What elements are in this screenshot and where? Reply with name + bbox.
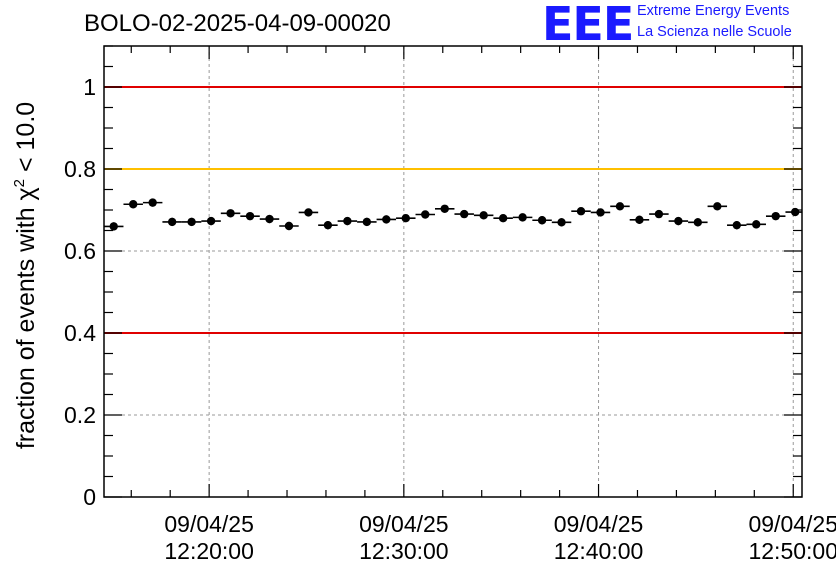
data-point-marker	[323, 220, 333, 230]
x-tick-label-time: 12:30:00	[359, 538, 449, 564]
data-point	[201, 216, 221, 226]
data-point	[532, 216, 552, 225]
x-tick-label-date: 09/04/25	[748, 511, 836, 537]
x-tick-label-time: 12:40:00	[554, 538, 644, 564]
data-point	[668, 216, 689, 226]
data-point	[551, 218, 572, 227]
data-point-marker	[498, 214, 508, 223]
data-point-marker	[129, 200, 138, 209]
data-point-marker	[245, 211, 255, 221]
data-point	[434, 204, 455, 213]
x-tick-label-time: 12:20:00	[164, 538, 254, 564]
data-point-marker	[284, 221, 294, 231]
y-tick-label: 0.6	[64, 238, 96, 264]
data-point-marker	[304, 208, 313, 217]
data-point	[142, 198, 163, 207]
data-point	[707, 202, 728, 211]
data-point	[259, 214, 280, 224]
data-point-marker	[674, 216, 683, 226]
data-point-marker	[771, 211, 780, 221]
y-tick-label: 1	[83, 74, 96, 100]
x-tick-label-date: 09/04/25	[359, 511, 449, 537]
data-point-marker	[635, 215, 644, 225]
data-point-marker	[557, 218, 566, 227]
data-point	[279, 221, 299, 231]
data-point	[785, 207, 802, 217]
y-tick-label: 0.8	[64, 156, 96, 182]
data-point	[454, 209, 474, 219]
data-point	[357, 217, 377, 227]
data-point	[649, 209, 669, 219]
x-tick-label-time: 12:50:00	[748, 538, 836, 564]
data-point	[512, 213, 533, 222]
data-point-marker	[693, 218, 703, 227]
y-tick-label: 0	[83, 484, 96, 510]
data-point-marker	[596, 208, 605, 217]
eee-logo-line-2: La Scienza nelle Scuole	[637, 24, 792, 40]
data-point	[765, 211, 786, 221]
data-point-marker	[537, 216, 547, 225]
data-point-marker	[752, 220, 761, 229]
data-point-marker	[576, 207, 586, 216]
data-point-marker	[382, 215, 391, 224]
data-point	[298, 208, 319, 217]
data-point	[727, 220, 747, 230]
data-point	[746, 220, 766, 229]
data-point-marker	[421, 210, 430, 219]
data-point-marker	[265, 214, 274, 224]
data-point	[396, 214, 416, 223]
x-tick-label-date: 09/04/25	[554, 511, 644, 537]
data-point-marker	[518, 213, 527, 222]
data-point	[493, 214, 513, 223]
data-point-marker	[343, 216, 352, 226]
data-point-marker	[713, 202, 722, 211]
y-tick-label: 0.4	[64, 320, 96, 346]
data-point	[610, 202, 630, 211]
data-point	[629, 215, 650, 225]
data-point-marker	[615, 202, 625, 211]
data-point	[688, 218, 708, 227]
data-point	[590, 208, 611, 217]
data-point	[318, 220, 338, 230]
data-point-marker	[401, 214, 410, 223]
data-point-marker	[654, 209, 664, 219]
data-point	[473, 211, 494, 220]
data-point	[220, 209, 241, 218]
data-point	[181, 217, 202, 227]
data-point	[376, 215, 397, 224]
data-point	[123, 200, 143, 209]
plot-title: BOLO-02-2025-04-09-00020	[84, 10, 391, 37]
data-point-marker	[479, 211, 488, 220]
data-point-marker	[362, 217, 372, 227]
y-tick-label: 0.2	[64, 402, 96, 428]
data-point	[104, 222, 124, 231]
data-point	[162, 217, 182, 227]
data-point	[415, 210, 435, 219]
data-point-marker	[206, 216, 216, 226]
data-point	[240, 211, 260, 221]
x-tick-label-date: 09/04/25	[164, 511, 254, 537]
data-point-marker	[459, 209, 469, 219]
data-point-marker	[790, 207, 800, 217]
data-point	[571, 207, 591, 216]
eee-logo: EEE	[542, 0, 634, 51]
data-point-marker	[440, 204, 449, 213]
data-point-marker	[167, 217, 177, 227]
data-point-marker	[187, 217, 196, 227]
y-axis-label: fraction of events with χ2 < 10.0	[11, 102, 40, 449]
data-point-marker	[732, 220, 741, 230]
data-point-marker	[226, 209, 235, 218]
eee-logo-line-1: Extreme Energy Events	[637, 3, 790, 19]
data-point-marker	[148, 198, 157, 207]
data-point	[337, 216, 358, 226]
data-point-marker	[109, 222, 118, 231]
